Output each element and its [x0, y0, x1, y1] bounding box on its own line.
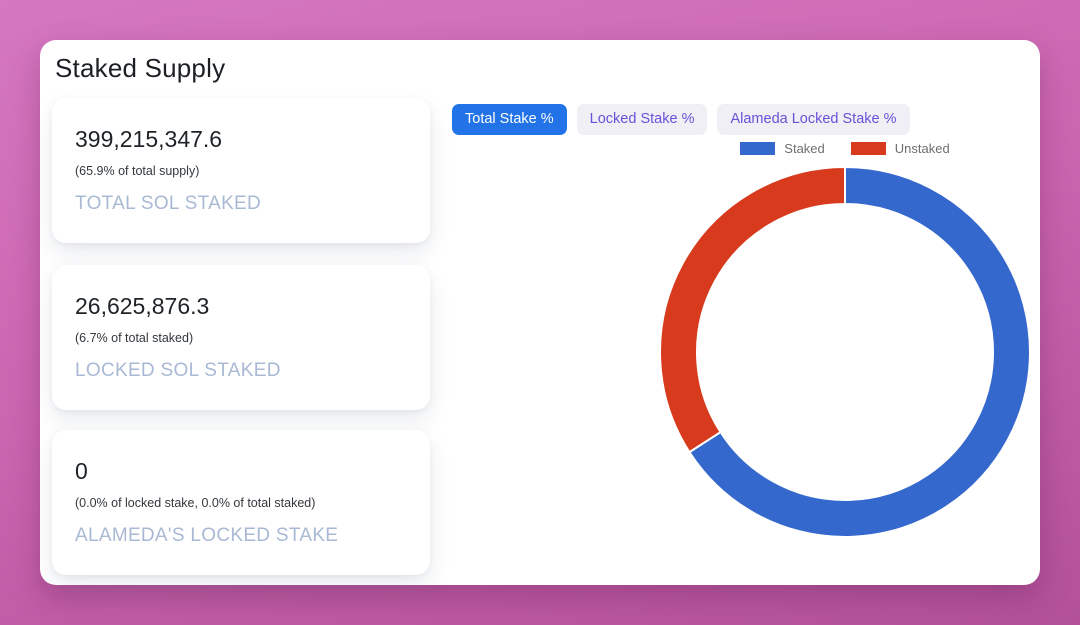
stat-card-total-sol-staked: 399,215,347.6 (65.9% of total supply) TOTA… — [52, 98, 430, 243]
tab-alameda-locked-stake[interactable]: Alameda Locked Stake % — [717, 104, 910, 135]
stat-value: 0 — [75, 458, 88, 484]
page-title: Staked Supply — [55, 53, 226, 83]
legend-item-unstaked: Unstaked — [850, 141, 950, 156]
donut-slice-staked[interactable] — [688, 165, 1031, 538]
chart-legend: Staked Unstaked — [655, 141, 1035, 156]
chart-tabs: Total Stake % Locked Stake % Alameda Locke… — [452, 104, 910, 135]
stat-note: (65.9% of total supply) — [75, 164, 200, 178]
stat-note: (0.0% of locked stake, 0.0% of total sta… — [75, 496, 316, 510]
legend-label: Staked — [784, 141, 825, 156]
tab-locked-stake[interactable]: Locked Stake % — [576, 104, 708, 135]
donut-slice-unstaked[interactable] — [659, 165, 846, 454]
stat-card-alameda-s-locked-stake: 0 (0.0% of locked stake, 0.0% of total st… — [52, 430, 430, 575]
stat-label: LOCKED SOL STAKED — [75, 360, 281, 381]
stat-label: TOTAL SOL STAKED — [75, 193, 262, 214]
stat-label: ALAMEDA'S LOCKED STAKE — [75, 525, 339, 546]
staked-supply-panel: Staked Supply 399,215,347.6 (65.9% of tot… — [40, 40, 1040, 585]
donut-chart — [659, 165, 1031, 538]
stat-card-locked-sol-staked: 26,625,876.3 (6.7% of total staked) LOCKED… — [52, 265, 430, 410]
stat-value: 399,215,347.6 — [75, 126, 223, 152]
legend-swatch-unstaked — [850, 142, 886, 155]
stat-note: (6.7% of total staked) — [75, 331, 194, 345]
tab-total-stake[interactable]: Total Stake % — [452, 104, 567, 135]
legend-swatch-staked — [740, 142, 776, 155]
legend-item-staked: Staked — [740, 141, 825, 156]
legend-label: Unstaked — [894, 141, 950, 156]
stat-value: 26,625,876.3 — [75, 293, 210, 319]
